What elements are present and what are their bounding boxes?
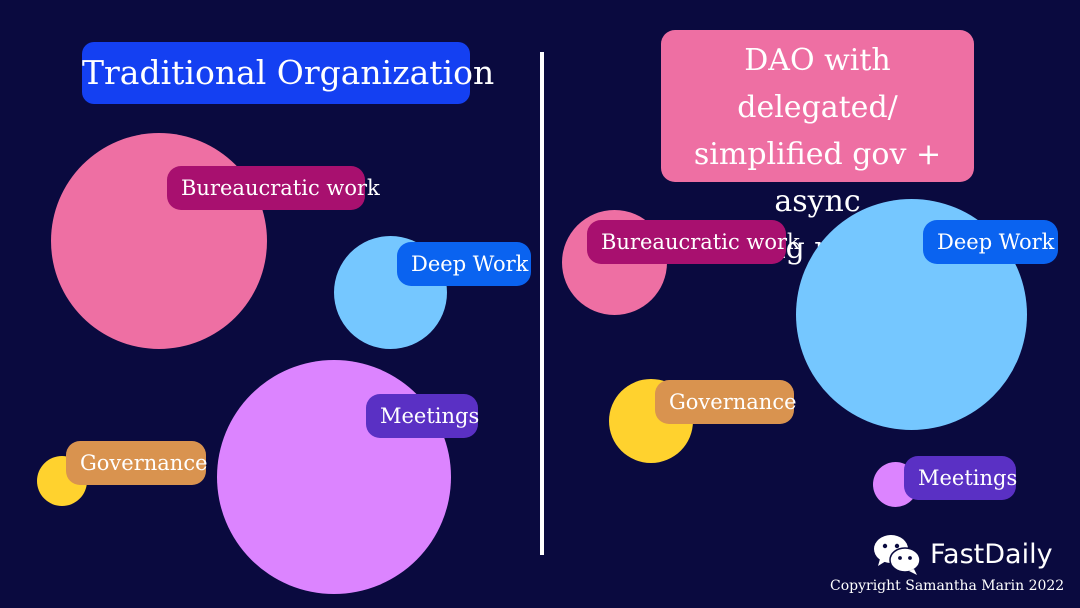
right-title: DAO with delegated/ simplified gov + asy… [661, 30, 974, 266]
brand: FastDaily [872, 532, 1053, 576]
panel-divider [540, 52, 544, 555]
left-bureaucratic-label: Bureaucratic work [167, 166, 380, 210]
left-deep-work-label: Deep Work [397, 242, 531, 286]
right-governance-label: Governance [655, 380, 797, 424]
right-title-line-2: simplified gov + async [693, 137, 942, 219]
right-bureaucratic-label: Bureaucratic work [587, 220, 800, 264]
brand-name: FastDaily [930, 538, 1053, 570]
left-meetings-label: Meetings [366, 394, 479, 438]
left-governance-label: Governance [66, 441, 208, 485]
left-title: Traditional Organization [82, 42, 494, 104]
right-title-line-1: DAO with delegated/ [737, 43, 898, 125]
right-meetings-label: Meetings [904, 456, 1017, 500]
right-deep-work-label: Deep Work [923, 220, 1058, 264]
copyright-text: Copyright Samantha Marin 2022 [830, 578, 1065, 594]
wechat-logo-icon [874, 535, 921, 575]
